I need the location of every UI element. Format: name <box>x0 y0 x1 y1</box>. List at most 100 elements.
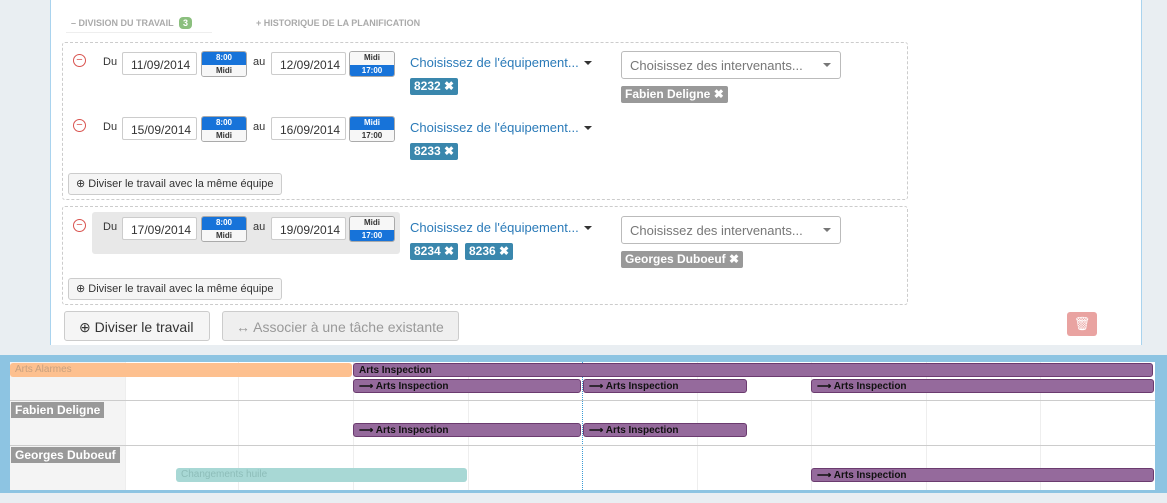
row-divider <box>10 400 1155 401</box>
worker-tag: Fabien Deligne ✖ <box>621 86 728 103</box>
caret <box>823 63 831 67</box>
start-date[interactable]: 15/09/2014 <box>122 117 197 140</box>
slot-option: Midi <box>202 64 246 76</box>
start-slots[interactable]: 8:00 Midi <box>201 116 247 142</box>
split-team-button[interactable]: ⊕ Diviser le travail avec la même équipe <box>68 173 282 195</box>
start-slots[interactable]: 8:00 Midi <box>201 216 247 242</box>
to-label: au <box>253 56 266 68</box>
tab-history[interactable]: + HISTORIQUE DE LA PLANIFICATION <box>256 18 421 28</box>
remove-icon[interactable]: − <box>73 219 86 232</box>
workers-select[interactable]: Choisissez des intervenants... <box>621 216 841 244</box>
equipment-tag: 8233 ✖ <box>410 143 459 160</box>
tag-text: 8233 <box>414 144 441 158</box>
bar-label: Arts Inspection <box>605 381 679 392</box>
gantt-bar[interactable]: Arts Alarmes <box>10 363 352 377</box>
group-box <box>62 42 908 200</box>
worker-tag: Georges Duboeuf ✖ <box>621 251 744 268</box>
equipment-tag: 8234 ✖ <box>410 243 459 260</box>
tag-remove: ✖ <box>710 87 724 101</box>
arrow-icon: ⟶ <box>817 381 834 392</box>
from-label: Du <box>103 221 118 233</box>
equipment-select[interactable]: Choisissez de l'équipement... <box>410 55 579 70</box>
grid-line <box>125 362 126 490</box>
arrow-icon: ↔ <box>236 319 254 335</box>
gantt-bar[interactable]: ⟶ Arts Inspection <box>583 423 747 437</box>
arrow-icon: ⟶ <box>817 470 834 481</box>
start-date[interactable]: 11/09/2014 <box>122 52 197 75</box>
split-team-button[interactable]: ⊕ Diviser le travail avec la même équipe <box>68 278 282 300</box>
tab-division[interactable]: – DIVISION DU TRAVAIL 3 <box>66 13 212 33</box>
gantt-bar[interactable]: ⟶ Arts Inspection <box>583 379 747 393</box>
plus-icon: ⊕ <box>79 319 95 335</box>
remove-icon[interactable]: − <box>73 54 86 67</box>
slot-option: 8:00 <box>202 52 246 65</box>
end-date[interactable]: 19/09/2014 <box>271 217 346 240</box>
equipment-tag: 8232 ✖ <box>410 78 459 95</box>
tag-text: 8232 <box>414 79 441 93</box>
slot-option: 8:00 <box>202 117 246 130</box>
end-slots[interactable]: Midi 17:00 <box>349 51 395 77</box>
workers-select[interactable]: Choisissez des intervenants... <box>621 51 841 79</box>
arrow-icon: ⟶ <box>359 381 376 392</box>
delete-button[interactable]: 🗑 <box>1067 312 1097 336</box>
end-date[interactable]: 16/09/2014 <box>271 117 346 140</box>
grid-line <box>1040 362 1041 490</box>
gantt-bar[interactable]: ⟶ Arts Inspection <box>811 468 1154 482</box>
caret <box>584 126 592 130</box>
group-box <box>62 206 908 305</box>
end-slots[interactable]: Midi 17:00 <box>349 216 395 242</box>
label-column <box>10 362 125 490</box>
bar-label: Arts Alarmes <box>15 364 72 375</box>
start-date[interactable]: 17/09/2014 <box>122 217 197 240</box>
start-slots[interactable]: 8:00 Midi <box>201 51 247 77</box>
bar-label: Arts Inspection <box>833 381 907 392</box>
slot-option: Midi <box>202 229 246 241</box>
tag-text: Georges Duboeuf <box>625 252 726 266</box>
caret <box>584 61 592 65</box>
bar-label: Arts Inspection <box>833 470 907 481</box>
today-line <box>582 362 583 490</box>
end-slots[interactable]: Midi 17:00 <box>349 116 395 142</box>
plus-icon: ⊕ <box>76 283 89 295</box>
plus-icon: ⊕ <box>76 178 89 190</box>
end-date[interactable]: 12/09/2014 <box>271 52 346 75</box>
split-button[interactable]: ⊕ Diviser le travail <box>64 311 210 341</box>
slot-option: 8:00 <box>202 217 246 230</box>
equipment-tag: 8236 ✖ <box>465 243 514 260</box>
caret <box>584 226 592 230</box>
slot-option: 17:00 <box>350 64 394 76</box>
bar-label: Arts Inspection <box>375 381 449 392</box>
button-label: Diviser le travail avec la même équipe <box>88 283 274 295</box>
tab-badge: 3 <box>179 17 193 29</box>
resource-label: Fabien Deligne <box>11 402 105 418</box>
grid-line <box>811 362 812 490</box>
gantt-bar[interactable]: ⟶ Arts Inspection <box>811 379 1154 393</box>
slot-option: Midi <box>350 52 394 65</box>
to-label: au <box>253 221 266 233</box>
gantt: Arts Alarmes Arts Inspection ⟶ Arts Inspec… <box>10 362 1155 490</box>
gantt-bar[interactable]: ⟶ Arts Inspection <box>353 423 581 437</box>
row-divider <box>10 445 1155 446</box>
from-label: Du <box>103 121 118 133</box>
associate-button[interactable]: ↔ Associer à une tâche existante <box>222 311 459 341</box>
gantt-bar[interactable]: ⟶ Arts Inspection <box>353 379 581 393</box>
tag-text: 8234 <box>414 244 441 258</box>
tag-remove: ✖ <box>725 252 740 266</box>
gantt-bar[interactable]: Changements huile <box>176 468 467 482</box>
tag-text: Fabien Deligne <box>625 87 711 101</box>
gantt-bar[interactable]: Arts Inspection <box>353 363 1153 377</box>
bar-label: Arts Inspection <box>375 425 449 436</box>
bar-label: Changements huile <box>181 469 268 480</box>
grid-line <box>926 362 927 490</box>
equipment-select[interactable]: Choisissez de l'équipement... <box>410 220 579 235</box>
resource-label: Georges Duboeuf <box>11 447 120 463</box>
remove-icon[interactable]: − <box>73 119 86 132</box>
bar-label: Arts Inspection <box>605 425 679 436</box>
tag-remove: ✖ <box>440 79 455 93</box>
equipment-select[interactable]: Choisissez de l'équipement... <box>410 120 579 135</box>
slot-option: Midi <box>350 217 394 230</box>
arrow-icon: ⟶ <box>589 381 606 392</box>
slot-option: 17:00 <box>350 129 394 141</box>
tag-text: 8236 <box>469 244 496 258</box>
